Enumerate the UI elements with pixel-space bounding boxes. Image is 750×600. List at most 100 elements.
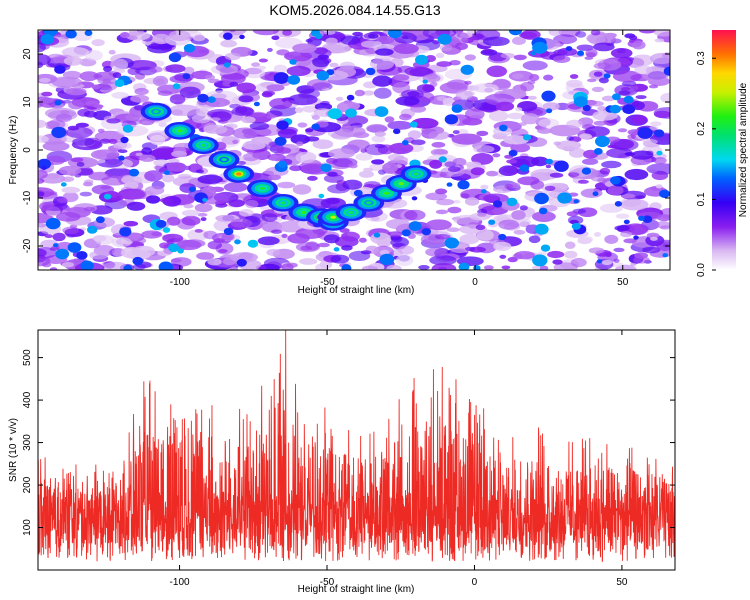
heatmap-cell bbox=[452, 130, 460, 135]
heatmap-cell bbox=[286, 262, 298, 268]
heatmap-cell bbox=[237, 161, 247, 165]
heatmap-cell bbox=[267, 153, 286, 161]
heatmap-cell bbox=[515, 107, 523, 112]
heatmap-cell bbox=[84, 179, 94, 184]
heatmap-cell bbox=[232, 127, 259, 139]
heatmap-cell bbox=[462, 117, 483, 126]
heatmap-y-ticks: -20 -10 0 10 20 bbox=[22, 48, 670, 253]
heatmap-cell bbox=[519, 122, 527, 126]
heatmap-cell bbox=[581, 167, 592, 175]
heatmap-cell bbox=[464, 80, 472, 85]
heatmap-cell bbox=[521, 113, 540, 125]
heatmap-cell bbox=[241, 116, 256, 124]
heatmap-cell bbox=[543, 74, 554, 81]
heatmap-cell bbox=[316, 70, 330, 81]
heatmap-cell bbox=[553, 34, 578, 45]
heatmap-cell bbox=[452, 157, 467, 167]
heatmap-cell bbox=[592, 191, 599, 196]
heatmap-cell bbox=[38, 96, 52, 104]
heatmap-cell bbox=[371, 135, 386, 143]
heatmap-cell bbox=[162, 233, 184, 243]
heatmap-cell bbox=[418, 265, 430, 270]
heatmap-cell bbox=[557, 47, 578, 57]
snr-series-line bbox=[38, 330, 675, 562]
heatmap-cell bbox=[354, 89, 365, 97]
heatmap-cell bbox=[345, 108, 357, 118]
heatmap-cell bbox=[498, 233, 507, 241]
heatmap-cell bbox=[624, 168, 649, 181]
figure-title: KOM5.2026.084.14.55.G13 bbox=[269, 2, 440, 18]
heatmap-cell bbox=[297, 122, 308, 128]
heatmap-cell bbox=[566, 79, 583, 88]
heatmap-cell bbox=[47, 119, 66, 130]
heatmap-cell bbox=[41, 165, 47, 170]
heatmap-cell bbox=[371, 159, 385, 165]
heatmap-cell bbox=[261, 213, 278, 222]
heatmap-cell bbox=[480, 184, 489, 190]
heatmap-cell bbox=[341, 245, 353, 251]
heatmap-cell bbox=[53, 243, 59, 248]
heatmap-cell bbox=[520, 30, 541, 40]
heatmap-cell bbox=[470, 167, 485, 176]
heatmap-cell bbox=[42, 141, 70, 152]
heatmap-cell bbox=[513, 54, 527, 61]
heatmap-cell bbox=[457, 180, 470, 190]
heatmap-cell bbox=[612, 70, 642, 83]
heatmap-cell bbox=[147, 42, 173, 54]
heatmap-cell bbox=[282, 30, 292, 36]
heatmap-cell bbox=[623, 95, 634, 104]
heatmap-cell bbox=[530, 51, 536, 56]
heatmap-cell bbox=[169, 94, 186, 105]
heatmap-cell bbox=[395, 96, 420, 106]
heatmap-cell bbox=[408, 221, 422, 232]
heatmap-cell bbox=[75, 122, 89, 128]
heatmap-cell bbox=[168, 52, 182, 63]
heatmap-cell bbox=[379, 253, 395, 266]
heatmap-cell bbox=[44, 234, 54, 239]
heatmap-cell bbox=[317, 54, 329, 60]
heatmap-cell bbox=[480, 205, 509, 216]
heatmap-cell bbox=[76, 251, 88, 260]
heatmap-cell bbox=[534, 223, 549, 235]
heatmap-cell bbox=[650, 236, 658, 241]
heatmap-cell bbox=[197, 212, 208, 217]
heatmap-cell bbox=[223, 62, 231, 68]
heatmap-cell bbox=[168, 158, 180, 163]
heatmap-cell bbox=[564, 241, 576, 249]
heatmap-cell bbox=[363, 167, 374, 172]
heatmap-cell bbox=[548, 30, 562, 36]
colorbar-tick-label: 0.2 bbox=[696, 121, 707, 135]
heatmap-cell bbox=[455, 42, 468, 50]
heatmap-cell bbox=[575, 31, 587, 38]
heatmap-cell bbox=[623, 219, 630, 225]
heatmap-cell bbox=[428, 130, 450, 140]
heatmap-cell bbox=[580, 188, 603, 198]
heatmap-cell bbox=[182, 73, 191, 80]
heatmap-cell bbox=[476, 130, 489, 137]
heatmap-cell bbox=[38, 158, 52, 170]
heatmap-cell bbox=[591, 86, 604, 93]
heatmap-cell bbox=[482, 36, 510, 47]
heatmap-cell bbox=[615, 213, 630, 219]
heatmap-cell bbox=[510, 143, 531, 153]
heatmap-cell bbox=[495, 101, 515, 112]
heatmap-cell bbox=[276, 120, 289, 130]
heatmap-cell bbox=[239, 209, 254, 217]
heatmap-cell bbox=[88, 171, 112, 181]
heatmap-cell bbox=[116, 125, 149, 137]
heatmap-cell bbox=[500, 53, 515, 59]
heatmap-cell bbox=[554, 160, 569, 172]
heatmap-cell bbox=[425, 247, 448, 257]
heatmap-cell bbox=[120, 136, 129, 144]
heatmap-cell bbox=[387, 120, 413, 130]
heatmap-cell bbox=[436, 198, 455, 206]
heatmap-cell bbox=[331, 131, 352, 140]
heatmap-cell bbox=[327, 148, 356, 159]
heatmap-cell bbox=[38, 191, 45, 197]
heatmap-cell bbox=[103, 65, 113, 73]
heatmap-cell bbox=[431, 263, 457, 270]
heatmap-cell bbox=[155, 219, 167, 228]
heatmap-cell bbox=[436, 61, 453, 67]
heatmap-cell bbox=[540, 244, 551, 252]
heatmap-cell bbox=[296, 141, 304, 147]
